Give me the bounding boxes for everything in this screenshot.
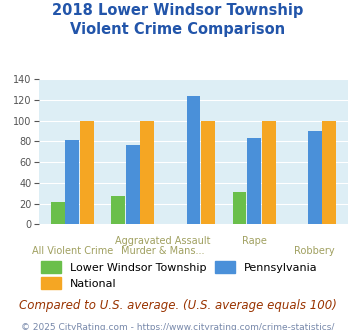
Bar: [65, 140, 79, 224]
Bar: [233, 192, 246, 224]
Bar: [126, 145, 140, 224]
Text: Aggravated Assault: Aggravated Assault: [115, 236, 211, 246]
Bar: [201, 121, 215, 224]
Bar: [51, 202, 65, 224]
Bar: [186, 96, 201, 224]
Legend: Lower Windsor Township, National, Pennsylvania: Lower Windsor Township, National, Pennsy…: [41, 261, 318, 289]
Bar: [308, 131, 322, 224]
Text: 2018 Lower Windsor Township
Violent Crime Comparison: 2018 Lower Windsor Township Violent Crim…: [52, 3, 303, 37]
Text: Murder & Mans...: Murder & Mans...: [121, 246, 205, 256]
Text: Rape: Rape: [242, 236, 267, 246]
Bar: [80, 121, 94, 224]
Bar: [141, 121, 154, 224]
Bar: [111, 196, 125, 224]
Bar: [262, 121, 275, 224]
Bar: [247, 138, 261, 224]
Text: All Violent Crime: All Violent Crime: [32, 246, 113, 256]
Text: Robbery: Robbery: [294, 246, 335, 256]
Bar: [322, 121, 336, 224]
Text: Compared to U.S. average. (U.S. average equals 100): Compared to U.S. average. (U.S. average …: [18, 299, 337, 312]
Text: © 2025 CityRating.com - https://www.cityrating.com/crime-statistics/: © 2025 CityRating.com - https://www.city…: [21, 323, 334, 330]
